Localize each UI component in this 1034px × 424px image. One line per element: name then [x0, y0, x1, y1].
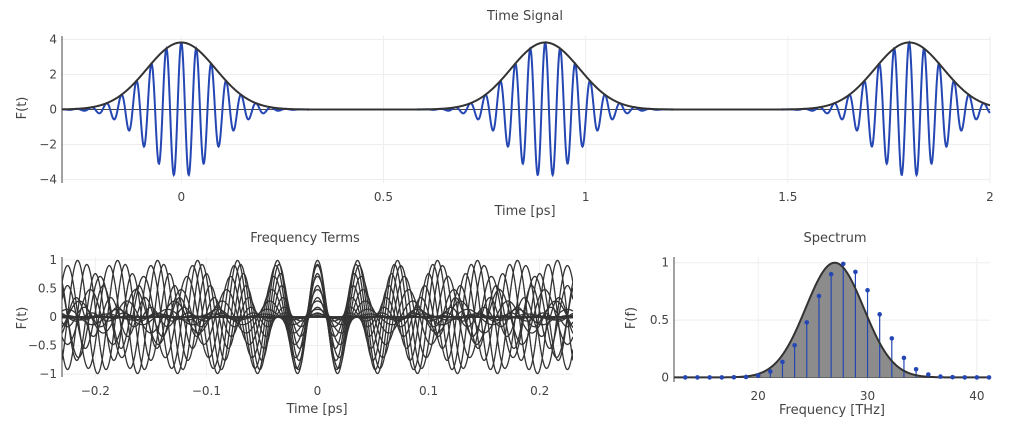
spectrum-title: Spectrum [804, 231, 867, 246]
spectrum-point [950, 374, 955, 380]
frequency-terms-lines [62, 259, 573, 375]
spectrum-x-tick-label: 40 [969, 389, 984, 403]
frequency-terms-x-tick-label: 0 [314, 384, 322, 398]
spectrum-sticks [733, 263, 954, 378]
time-signal-y-tick-label: 2 [49, 68, 57, 82]
spectrum-point [768, 369, 773, 374]
frequency-terms-title: Frequency Terms [250, 231, 360, 246]
frequency-terms-x-tick-label: 0.1 [419, 384, 438, 398]
spectrum-point [816, 293, 822, 299]
spectrum-xlabel: Frequency [THz] [779, 403, 885, 418]
spectrum-x-tick-label: 20 [751, 389, 766, 403]
spectrum-point [926, 372, 931, 377]
frequency-term-line [62, 272, 573, 362]
spectrum-point [865, 287, 870, 293]
spectrum-point [877, 312, 882, 317]
time-signal-y-tick-label: 4 [49, 33, 57, 47]
spectrum-point [913, 366, 919, 372]
frequency-terms-x-tick-label: 0.2 [530, 384, 549, 398]
spectrum-point [707, 375, 712, 380]
frequency-term-line [62, 263, 573, 371]
frequency-terms-chart: Frequency Terms Time [ps] F(t) −0.2 −0.1 0… [15, 231, 573, 417]
frequency-term-line [62, 259, 573, 375]
spectrum-point [743, 374, 749, 380]
frequency-term-line [62, 296, 573, 338]
time-signal-chart: Time Signal Time [ps] F(t) 0 0.5 1 1.5 2 −4 −2… [15, 9, 994, 219]
spectrum-point [719, 375, 725, 380]
time-signal-ylabel: F(t) [15, 97, 30, 120]
spectrum-point [962, 375, 968, 380]
time-signal-axes: 0 0.5 1 1.5 2 −4 −2 0 2 4 [39, 33, 994, 205]
frequency-term-line [62, 275, 573, 359]
time-signal-x-tick-label: 0 [177, 190, 185, 204]
frequency-term-line [62, 264, 573, 370]
spectrum-point [853, 269, 858, 275]
time-signal-x-tick-label: 1 [582, 190, 590, 204]
time-signal-xlabel: Time [ps] [493, 204, 555, 219]
spectrum-envelope-curve [674, 261, 990, 379]
spectrum-point [731, 374, 737, 380]
frequency-terms-y-tick-label: 0 [49, 310, 57, 324]
spectrum-y-tick-label: 1 [661, 256, 669, 270]
spectrum-area [674, 262, 990, 378]
spectrum-point [755, 373, 761, 378]
frequency-terms-y-tick-label: −0.5 [28, 339, 57, 353]
spectrum-point [695, 375, 700, 380]
time-signal-x-tick-label: 2 [986, 190, 994, 204]
spectrum-point [938, 374, 943, 379]
spectrum-point [974, 375, 980, 380]
time-signal-x-tick-label: 0.5 [374, 190, 393, 204]
time-envelope-line [61, 41, 991, 111]
spectrum-chart: Spectrum Frequency [THz] F(f) 20 30 40 0 0.5… [624, 231, 992, 418]
frequency-term-line [62, 314, 573, 320]
frequency-term-line [62, 306, 573, 328]
frequency-terms-y-tick-label: 0.5 [38, 281, 57, 295]
frequency-term-line [62, 284, 573, 350]
spectrum-point [804, 320, 810, 325]
frequency-terms-xlabel: Time [ps] [285, 402, 347, 417]
spectrum-y-tick-label: 0 [661, 370, 669, 384]
spectrum-y-tick-label: 0.5 [650, 313, 669, 327]
time-signal-y-tick-label: −2 [39, 138, 57, 152]
spectrum-point [889, 336, 895, 341]
frequency-terms-x-tick-label: −0.1 [192, 384, 221, 398]
time-signal-x-tick-label: 1.5 [778, 190, 797, 204]
spectrum-point [986, 375, 992, 380]
spectrum-point [901, 355, 907, 361]
spectrum-points [682, 261, 992, 380]
spectrum-ylabel: F(f) [624, 307, 639, 329]
spectrum-x-tick-label: 30 [860, 389, 875, 403]
frequency-terms-axes: −0.2 −0.1 0 0.1 0.2 −1 −0.5 0 0.5 1 [28, 253, 573, 398]
frequency-terms-x-tick-label: −0.2 [81, 384, 110, 398]
spectrum-point [792, 343, 797, 348]
frequency-term-line [62, 300, 573, 334]
frequency-terms-y-tick-label: 1 [49, 253, 57, 267]
spectrum-point [780, 359, 785, 365]
time-signal-title: Time Signal [486, 9, 563, 24]
time-signal-y-tick-label: 0 [49, 103, 57, 117]
time-signal-y-tick-label: −4 [39, 173, 57, 187]
spectrum-point [682, 375, 688, 380]
frequency-terms-y-tick-label: −1 [39, 367, 57, 381]
frequency-terms-ylabel: F(t) [15, 307, 30, 330]
time-signal-line [62, 40, 991, 178]
spectrum-point [828, 271, 834, 277]
spectrum-point [840, 261, 846, 267]
